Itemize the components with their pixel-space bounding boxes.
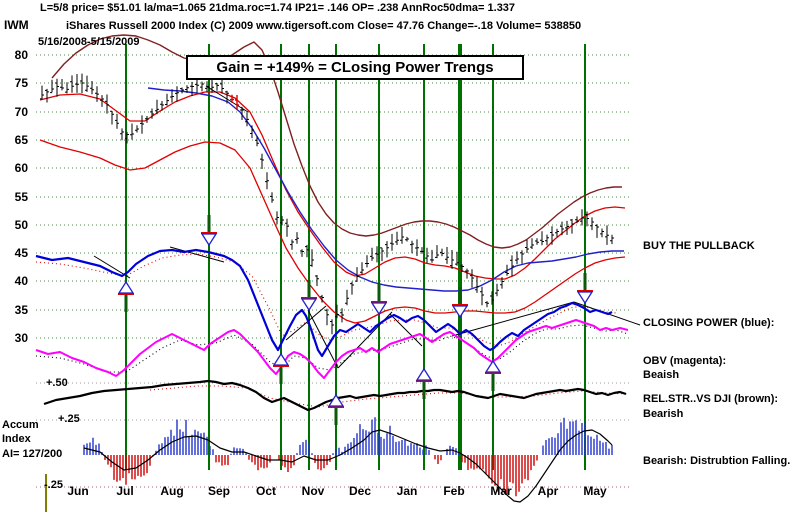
month-label: Jul (116, 484, 134, 498)
price-tick-label: 35 (14, 303, 28, 317)
price-tick-label: 65 (14, 133, 28, 147)
ticker-symbol: IWM (4, 18, 29, 32)
gain-annotation-text: Gain = +149% = CLosing Power Trengs (216, 59, 494, 76)
date-range-label: 5/16/2008-5/15/2009 (38, 36, 140, 48)
price-tick-label: 45 (14, 246, 28, 260)
month-label: Dec (348, 484, 371, 498)
gain-annotation-box: Gain = +149% = CLosing Power Trengs (186, 55, 524, 80)
price-tick-label: 70 (14, 105, 28, 119)
accum-index-value: AI= 127/200 (2, 448, 63, 460)
month-label: Oct (255, 484, 276, 498)
price-tick-label: 50 (14, 218, 28, 232)
month-label: Sep (207, 484, 230, 498)
price-tick-label: 30 (14, 331, 28, 345)
accum-label-line1: Accum (2, 419, 39, 431)
header-title-line: iShares Russell 2000 Index (C) 2009 www.… (66, 20, 582, 32)
month-label: Feb (443, 484, 465, 498)
month-label: Nov (301, 484, 325, 498)
annotation-obv: OBV (magenta): (643, 355, 727, 367)
annotation-rel-str: REL.STR..VS DJI (brown): (643, 393, 779, 405)
osc-tick-plus50: +.50 (46, 377, 68, 389)
month-label: Jan (396, 484, 418, 498)
price-tick-label: 80 (14, 48, 28, 62)
header-stats-line: L=5/8 price= $51.01 la/ma=1.065 21dma.ro… (40, 2, 516, 14)
month-label: Mar (490, 484, 512, 498)
osc-tick-minus25: -.25 (44, 479, 63, 491)
month-label: May (583, 484, 607, 498)
annotation-buy-pullback: BUY THE PULLBACK (643, 240, 755, 252)
price-tick-label: 40 (14, 274, 28, 288)
price-tick-label: 55 (14, 190, 28, 204)
annotation-rel-str-state: Bearish (643, 408, 684, 420)
annotation-obv-state: Beaish (643, 369, 680, 381)
price-tick-label: 75 (14, 76, 28, 90)
month-label: Apr (537, 484, 559, 498)
accum-label-line2: Index (2, 433, 31, 445)
annotation-closing-power: CLOSING POWER (blue): (643, 317, 775, 329)
month-label: Jun (67, 484, 89, 498)
month-label: Aug (160, 484, 184, 498)
price-tick-label: 60 (14, 161, 28, 175)
osc-tick-plus25: +.25 (58, 413, 80, 425)
annotation-bottom-state: Bearish: Distrubtion Falling. (643, 455, 791, 467)
